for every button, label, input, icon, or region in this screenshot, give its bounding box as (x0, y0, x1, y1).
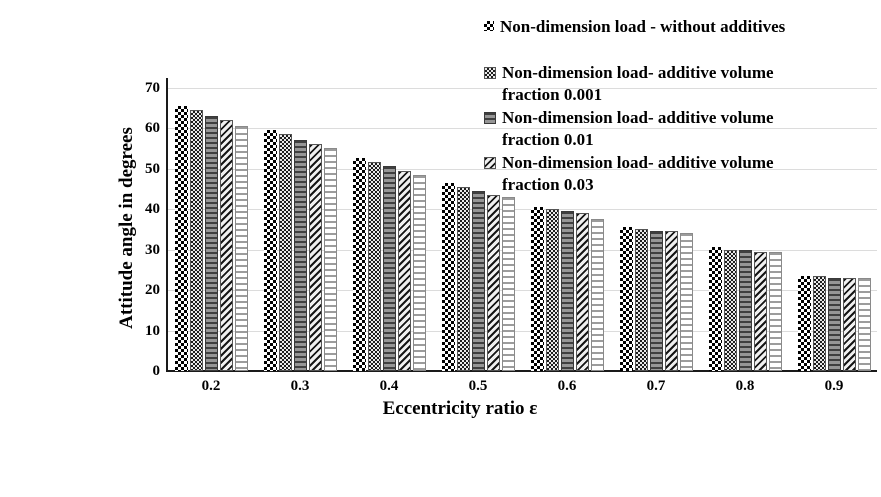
bar (812, 275, 826, 371)
legend-entry: Non-dimension load- additive volume frac… (484, 152, 774, 196)
x-tick-label: 0.5 (468, 378, 488, 394)
gridline (168, 87, 877, 89)
bar (797, 275, 811, 371)
bar (575, 213, 589, 371)
bar (679, 233, 693, 371)
x-axis-line (166, 370, 877, 372)
bar (649, 231, 663, 371)
bar (842, 277, 856, 371)
y-tick-label: 40 (145, 201, 160, 217)
bar (590, 219, 604, 371)
bar (501, 196, 515, 371)
bar (545, 209, 559, 371)
bar (664, 231, 678, 371)
gridline (168, 249, 877, 251)
bar (768, 251, 782, 371)
bar (412, 174, 426, 371)
bar (219, 119, 233, 371)
gridline (168, 290, 877, 291)
bar (456, 186, 470, 371)
y-tick-label: 20 (145, 282, 160, 298)
y-tick-label: 0 (152, 363, 161, 379)
bar (189, 109, 203, 371)
x-tick-label: 0.6 (557, 378, 577, 394)
bar (352, 158, 366, 371)
bar (723, 249, 737, 371)
bar (827, 277, 841, 371)
x-tick-label: 0.9 (824, 378, 844, 394)
x-tick-label: 0.2 (201, 378, 221, 394)
bar (323, 148, 337, 371)
bar (857, 277, 871, 371)
bar (530, 206, 544, 371)
legend-marker-checkerboard-icon (484, 21, 494, 31)
x-tick-label: 0.7 (646, 378, 666, 394)
y-axis-title: Attitude angle in degrees (116, 127, 137, 329)
bar (204, 115, 218, 371)
y-tick-label: 70 (145, 79, 160, 96)
y-tick-label: 60 (145, 120, 160, 136)
legend-entry: Non-dimension load- additive volume frac… (484, 107, 774, 151)
bar (308, 144, 322, 371)
legend-marker-horizontal-lines-dark-icon (484, 112, 496, 124)
legend-entry: Non-dimension load- additive volume frac… (484, 62, 774, 106)
bar (634, 229, 648, 371)
bar (174, 105, 188, 371)
y-axis-line (166, 78, 168, 372)
bar (397, 170, 411, 371)
x-tick-label: 0.3 (290, 378, 310, 394)
bar (471, 190, 485, 371)
legend-entry: Non-dimension load - without additives (484, 16, 785, 38)
y-tick-label: 30 (145, 241, 160, 258)
x-axis-title: Eccentricity ratio ε (382, 398, 538, 419)
bar (738, 249, 752, 371)
gridline (168, 330, 877, 332)
bar (486, 194, 500, 371)
bar (234, 125, 248, 371)
x-tick-label: 0.8 (735, 378, 755, 394)
bar (367, 162, 381, 371)
legend-label: Non-dimension load- additive volume frac… (502, 108, 774, 149)
y-tick-label: 10 (145, 322, 160, 339)
gridline (168, 168, 877, 170)
gridline (168, 128, 877, 129)
x-tick-label: 0.4 (379, 378, 399, 394)
legend-label: Non-dimension load - without additives (500, 17, 786, 36)
bar (441, 182, 455, 371)
bar (708, 247, 722, 371)
bar (753, 251, 767, 371)
legend-marker-diagonal-hatch-icon (484, 157, 496, 169)
bar (278, 134, 292, 371)
gridline (168, 209, 877, 210)
legend-label: Non-dimension load- additive volume frac… (502, 153, 774, 194)
bar (382, 166, 396, 371)
legend-label: Non-dimension load- additive volume frac… (502, 63, 774, 104)
bar (293, 140, 307, 371)
bar (560, 211, 574, 371)
legend-marker-fine-check-icon (484, 67, 496, 79)
y-tick-label: 50 (145, 160, 160, 177)
bar (263, 130, 277, 371)
bar (619, 227, 633, 371)
